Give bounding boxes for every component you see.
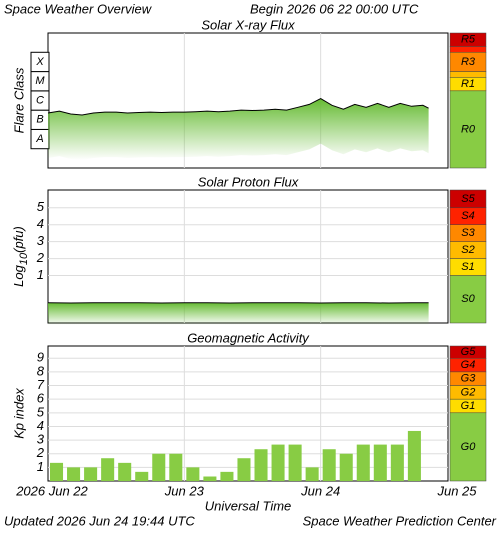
scale-band xyxy=(449,275,487,324)
kp-bar xyxy=(135,471,149,481)
scale-label: G3 xyxy=(461,373,477,385)
y-tick-label: 7 xyxy=(37,377,45,392)
y-axis-label: Flare Class xyxy=(11,67,26,133)
x-tick-label: Jun 25 xyxy=(436,483,477,498)
scale-label: S4 xyxy=(461,210,474,222)
y-tick-label: 5 xyxy=(37,199,45,214)
y-tick-label: 4 xyxy=(37,216,44,231)
kp-bar xyxy=(169,453,183,481)
scale-label: S1 xyxy=(461,261,474,273)
kp-bar xyxy=(220,471,234,481)
y-tick-label: 6 xyxy=(37,391,45,406)
y-axis-label: Log10(pfu) xyxy=(11,226,29,287)
scale-label: S0 xyxy=(461,293,475,305)
scale-band xyxy=(449,46,487,53)
kp-bar xyxy=(203,476,217,481)
x-tick-label: 2026 Jun 22 xyxy=(15,483,88,498)
scale-label: R3 xyxy=(461,56,476,68)
kp-bar xyxy=(305,467,319,481)
y-tick-label: C xyxy=(36,94,44,106)
y-tick-label: 2 xyxy=(36,250,45,265)
kp-bar xyxy=(288,444,302,481)
kp-bar xyxy=(356,444,370,481)
kp-bar xyxy=(322,449,336,481)
scale-label: S2 xyxy=(461,244,474,256)
x-axis-label: Universal Time xyxy=(205,498,292,513)
scale-label: G1 xyxy=(461,400,476,412)
kp-bar xyxy=(101,458,115,481)
y-tick-label: 1 xyxy=(37,267,44,282)
kp-bar xyxy=(186,467,200,481)
plot-area xyxy=(47,189,449,324)
kp-bar xyxy=(152,453,166,481)
kp-bar xyxy=(339,453,353,481)
scale-band xyxy=(449,90,487,169)
tick-box xyxy=(30,51,50,73)
y-tick-label: X xyxy=(35,56,44,68)
scale-band xyxy=(449,71,487,78)
kp-bar xyxy=(118,462,132,481)
y-tick-label: 3 xyxy=(37,233,45,248)
scale-label: G4 xyxy=(461,359,476,371)
flux-fill xyxy=(48,302,429,325)
begin-time: Begin 2026 06 22 00:00 UTC xyxy=(250,1,419,16)
y-tick-label: 5 xyxy=(37,404,45,419)
flux-line xyxy=(47,98,429,116)
scale-label: R0 xyxy=(461,123,476,135)
y-tick-label: 3 xyxy=(37,432,45,447)
y-tick-label: 8 xyxy=(37,363,45,378)
x-tick-label: Jun 24 xyxy=(300,483,340,498)
y-tick-label: 9 xyxy=(37,350,44,365)
scale-label: R1 xyxy=(461,78,475,90)
y-label-unit: (pfu) xyxy=(11,226,26,253)
panel-title: Geomagnetic Activity xyxy=(187,330,310,345)
scale-label: S5 xyxy=(461,193,475,205)
kp-bar xyxy=(373,444,387,481)
kp-bar xyxy=(407,430,421,481)
kp-bar xyxy=(84,467,98,481)
kp-bar xyxy=(390,444,404,481)
kp-bar xyxy=(50,462,64,481)
updated-time: Updated 2026 Jun 24 19:44 UTC xyxy=(4,513,195,528)
scale-label: G5 xyxy=(461,346,477,358)
scale-label: R5 xyxy=(461,34,476,46)
scale-label: G2 xyxy=(461,386,476,398)
y-tick-label: M xyxy=(35,75,45,87)
y-axis-label: Kp index xyxy=(11,388,26,439)
flux-fill xyxy=(48,98,429,160)
y-tick-label: 1 xyxy=(37,459,44,474)
page-title: Space Weather Overview xyxy=(4,1,153,16)
y-tick-label: 4 xyxy=(37,418,44,433)
scale-label: S3 xyxy=(461,227,475,239)
kp-bar xyxy=(67,467,81,481)
y-label-sub: 10 xyxy=(18,252,30,265)
y-tick-label: A xyxy=(35,133,43,145)
panel-title: Solar Proton Flux xyxy=(198,174,299,189)
kp-bar xyxy=(254,449,268,481)
panel-title: Solar X-ray Flux xyxy=(201,17,295,32)
y-tick-label: B xyxy=(36,114,43,126)
kp-bar xyxy=(237,458,251,481)
x-tick-label: Jun 23 xyxy=(164,483,205,498)
y-label-base: Log xyxy=(11,264,26,286)
scale-band xyxy=(449,412,487,482)
y-tick-label: 2 xyxy=(36,445,45,460)
scale-label: G0 xyxy=(461,441,477,453)
kp-bar xyxy=(271,444,285,481)
source: Space Weather Prediction Center xyxy=(303,513,497,528)
